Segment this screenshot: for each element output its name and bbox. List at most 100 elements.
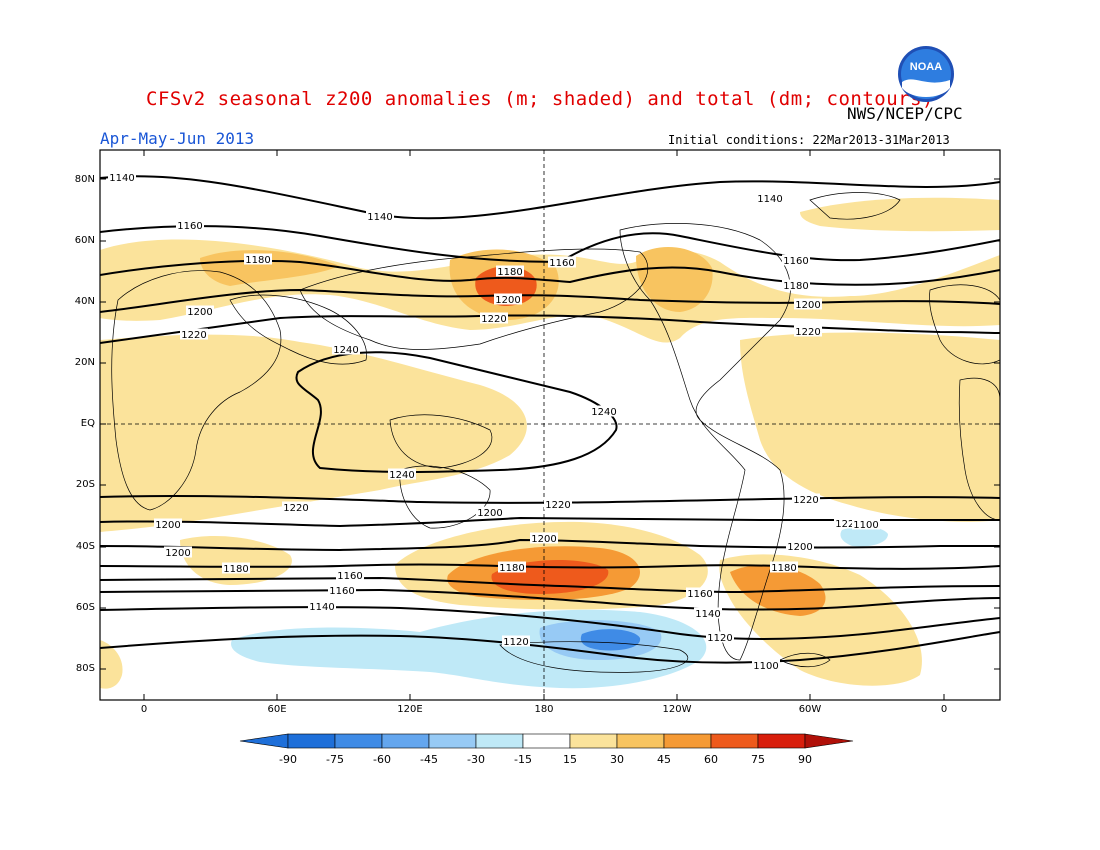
contour-label-text: 1140 [367, 212, 392, 223]
contour-label: 1180 [222, 562, 250, 575]
colorbar-segment [757, 733, 806, 749]
contour-label-text: 1180 [783, 281, 808, 292]
anomaly-region-tropical-atlantic [740, 332, 1000, 522]
contour-label: 1200 [494, 293, 522, 306]
lon-label-120w: 120W [662, 704, 692, 715]
colorbar-label: -45 [420, 753, 438, 766]
contour-1240 [295, 351, 618, 473]
contour-label-text: 1200 [495, 295, 520, 306]
lon-label-180: 180 [534, 704, 554, 715]
contour-label: 1180 [244, 253, 272, 266]
colorbar-label: 90 [798, 753, 812, 766]
contour-labels: 1140 1140 1140 1160 1160 1160 1180 1180 1180 1200… [108, 171, 880, 672]
contour-label-text: 1220 [793, 495, 818, 506]
anomaly-region-arctic-east [800, 197, 1000, 232]
contour-label-text: 1220 [835, 519, 860, 530]
lat-label-40s: 40S [75, 541, 95, 552]
contour-label: 1180 [770, 561, 798, 574]
lat-label-eq: EQ [80, 418, 95, 429]
contour-label-text: 1200 [787, 542, 812, 553]
contour-1200-north [100, 288, 1000, 313]
lon-label-60e: 60E [267, 704, 287, 715]
contour-label: 1200 [530, 532, 558, 545]
colorbar-segment [522, 733, 571, 749]
contour-label: 1200 [186, 305, 214, 318]
contour-1080-south [100, 631, 1000, 664]
contour-1160-south [100, 563, 1000, 570]
contour-label-text: 1200 [477, 508, 502, 519]
contour-1140-north [100, 175, 1000, 220]
colorbar-label: -90 [279, 753, 297, 766]
lat-label-60n: 60N [74, 235, 95, 246]
lat-label-80n: 80N [74, 174, 95, 185]
colorbar-label: -75 [326, 753, 344, 766]
contour-label: 1220 [794, 325, 822, 338]
colorbar-segment [334, 733, 383, 749]
map-title: CFSv2 seasonal z200 anomalies (m; shaded… [146, 88, 934, 110]
contour-label: 1180 [498, 561, 526, 574]
contour-1180-south [100, 538, 1000, 552]
contour-label: 1240 [590, 405, 618, 418]
lat-label-60s: 60S [75, 602, 95, 613]
contour-label: 1160 [782, 254, 810, 267]
lat-label-80s: 80S [75, 663, 95, 674]
colorbar-segment [616, 733, 665, 749]
contour-label-text: 1200 [795, 300, 820, 311]
colorbar-label: -60 [373, 753, 391, 766]
lat-label-20n: 20N [74, 357, 95, 368]
contour-label-text: 1200 [165, 548, 190, 559]
contour-label-text: 1140 [309, 602, 334, 613]
contour-label: 1100 [852, 518, 880, 531]
contour-label: 1200 [154, 518, 182, 531]
lon-label-60w: 60W [798, 704, 822, 715]
contour-label-text: 1160 [337, 571, 362, 582]
contour-label-text: 1240 [333, 345, 358, 356]
contour-label-text: 1220 [545, 500, 570, 511]
contour-label-text: 1240 [389, 470, 414, 481]
contour-label-text: 1180 [497, 267, 522, 278]
anomaly-region-tropics [100, 334, 527, 532]
colorbar-segment [428, 733, 477, 749]
lon-label-0: 0 [140, 704, 148, 715]
contour-label: 1160 [548, 256, 576, 269]
contour-label-text: 1160 [329, 586, 354, 597]
contour-label: 1240 [332, 343, 360, 356]
lon-label-0-east: 0 [940, 704, 948, 715]
contour-label: 1140 [108, 171, 136, 184]
contour-label-text: 1240 [591, 407, 616, 418]
anomaly-region-south-atlantic-negative [840, 526, 888, 547]
colorbar-label: 30 [610, 753, 624, 766]
agency-label: NWS/NCEP/CPC [847, 104, 963, 123]
map-frame [99, 149, 1001, 701]
colorbar-arrow-left [239, 733, 289, 749]
contour-label-text: 1100 [853, 520, 878, 531]
colorbar-label: -30 [467, 753, 485, 766]
contour-1120-south [100, 588, 1000, 611]
contour-label: 1220 [834, 517, 862, 530]
anomaly-shading [100, 197, 1000, 689]
contour-label: 1200 [164, 546, 192, 559]
contour-label-text: 1160 [549, 258, 574, 269]
contour-label: 1180 [782, 279, 810, 292]
contour-label: 1220 [480, 312, 508, 325]
colorbar-arrow-right [804, 733, 854, 749]
colorbar-segment [287, 733, 336, 749]
contour-label: 1160 [336, 569, 364, 582]
contour-label-text: 1200 [531, 534, 556, 545]
contour-1220-north [100, 314, 1000, 344]
contour-label: 1140 [694, 607, 722, 620]
contour-label-text: 1200 [187, 307, 212, 318]
colorbar-segment [710, 733, 759, 749]
colorbar-label: -15 [514, 753, 532, 766]
contour-1140-south [100, 576, 1000, 594]
colorbar [239, 733, 854, 749]
contour-label: 1220 [282, 501, 310, 514]
contour-label-text: 1140 [109, 173, 134, 184]
colorbar-label: 60 [704, 753, 718, 766]
colorbar-label: 15 [563, 753, 577, 766]
contour-label: 1120 [706, 631, 734, 644]
colorbar-label: 75 [751, 753, 765, 766]
contour-label-text: 1220 [795, 327, 820, 338]
lat-label-40n: 40N [74, 296, 95, 307]
